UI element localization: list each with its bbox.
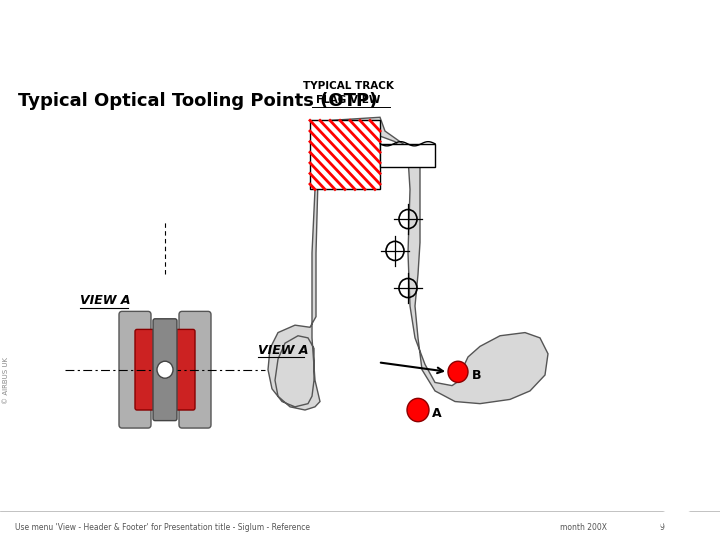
Text: B: B [472, 368, 482, 382]
FancyBboxPatch shape [119, 312, 151, 428]
Text: Typical Optical Tooling Points (OTP): Typical Optical Tooling Points (OTP) [18, 92, 377, 110]
Text: VIEW A: VIEW A [258, 344, 308, 357]
Bar [380, 144, 435, 167]
Circle shape [157, 361, 173, 378]
FancyBboxPatch shape [179, 312, 211, 428]
Polygon shape [268, 117, 548, 410]
Circle shape [448, 361, 468, 382]
FancyBboxPatch shape [153, 319, 177, 421]
Circle shape [407, 399, 429, 422]
Text: © AIRBUS UK: © AIRBUS UK [3, 357, 9, 404]
Text: month 200X: month 200X [560, 523, 607, 531]
Text: A: A [670, 489, 684, 507]
Text: TYPICAL TRACK
FLAG VIEW: TYPICAL TRACK FLAG VIEW [302, 82, 393, 105]
Text: Measurement phase: Measurement phase [13, 28, 331, 56]
FancyBboxPatch shape [135, 329, 195, 410]
Text: VIEW A: VIEW A [80, 294, 130, 307]
Bar [310, 120, 380, 190]
Text: A: A [432, 407, 441, 420]
Text: 9: 9 [660, 523, 665, 531]
Text: Use menu 'View - Header & Footer' for Presentation title - Siglum - Reference: Use menu 'View - Header & Footer' for Pr… [15, 523, 310, 531]
Text: AIRBUS: AIRBUS [651, 516, 703, 529]
